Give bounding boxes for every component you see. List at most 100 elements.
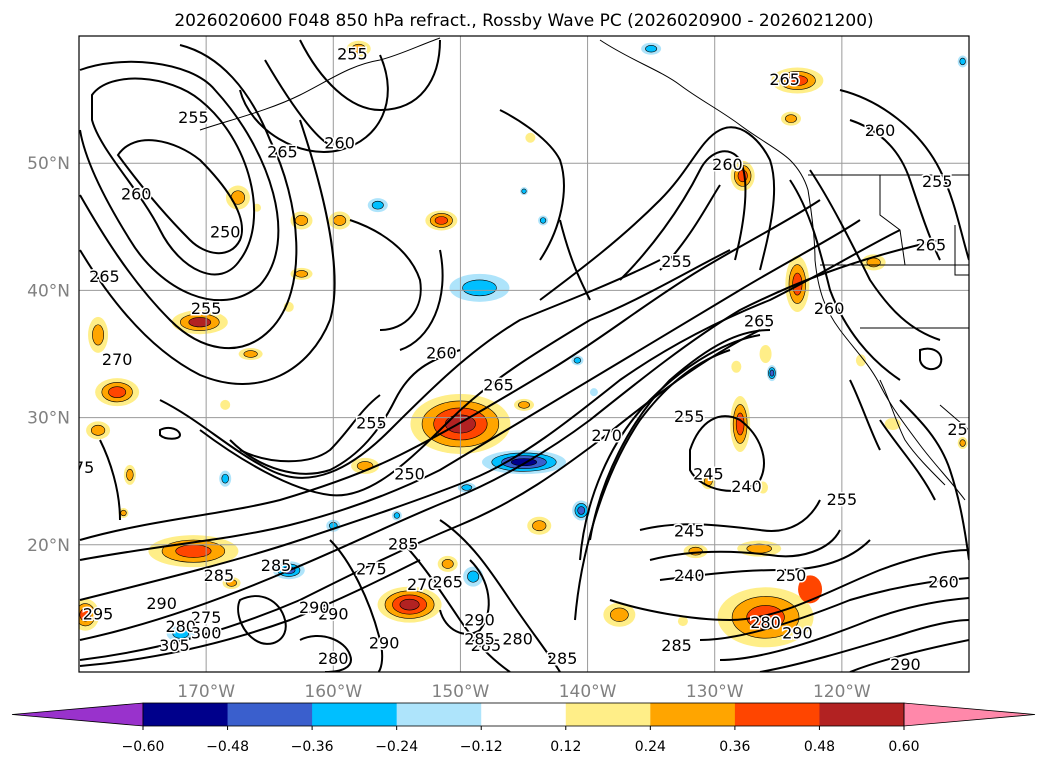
contour-line: [809, 169, 941, 341]
colorbar-tick-label: 0.24: [635, 739, 666, 755]
contour-label: 265: [483, 375, 514, 394]
contour-label: 245: [674, 522, 705, 541]
latitude-label: 50°N: [27, 154, 70, 174]
colorbar-segment: [565, 703, 651, 726]
contour-line: [579, 334, 761, 561]
contour-label: 285: [661, 636, 692, 655]
contour-line: [649, 529, 841, 561]
contour-label: 255: [337, 45, 368, 64]
contour-label: 260: [814, 299, 845, 318]
coastline: [879, 175, 906, 266]
contour-line: [849, 639, 969, 672]
shaded-anomaly: [731, 360, 742, 373]
longitude-label: 170°W: [177, 682, 235, 702]
contour-line: [659, 539, 871, 581]
contour-line: [919, 347, 943, 371]
colorbar-tick-label: −0.48: [206, 739, 249, 755]
shaded-anomaly: [645, 45, 658, 53]
latitude-labels: 50°N 40°N 30°N 20°N: [27, 154, 70, 556]
contour-line: [349, 219, 422, 331]
contour-label: 285: [388, 534, 419, 553]
contour-label: 265: [744, 312, 775, 331]
shaded-anomaly: [855, 354, 866, 367]
contour-label: 280: [318, 649, 349, 668]
contour-line: [159, 426, 182, 440]
contour-label: 290: [299, 598, 330, 617]
contour-line: [699, 577, 969, 641]
colorbar-tick-label: 0.12: [550, 739, 581, 755]
contour-line: [659, 184, 721, 271]
coastlines: [199, 37, 969, 501]
shaded-anomaly: [786, 75, 808, 86]
shaded-anomaly: [758, 481, 769, 494]
contour-label: 275: [191, 608, 222, 627]
contour-line: [559, 219, 591, 301]
shaded-anomaly: [120, 509, 127, 517]
contour-line: [539, 126, 776, 301]
shaded-anomaly: [735, 412, 745, 436]
contour-label: 275: [64, 458, 95, 477]
shaded-anomaly: [759, 345, 772, 363]
contour-line: [239, 394, 381, 463]
shaded-anomaly: [539, 217, 547, 224]
contour-label: 255: [947, 420, 978, 439]
colorbar-tick-label: 0.60: [888, 739, 919, 755]
contour-label: 290: [146, 594, 177, 613]
shaded-anomaly: [371, 200, 384, 210]
shaded-anomaly: [220, 399, 231, 410]
contour-label: 260: [121, 185, 152, 204]
shaded-anomaly: [221, 473, 229, 484]
contour-label: 285: [547, 649, 578, 668]
contour-label: 265: [432, 572, 463, 591]
shaded-anomaly: [959, 439, 966, 447]
colorbar-tick-label: 0.36: [719, 739, 750, 755]
contour-line: [789, 179, 901, 381]
contour-label: 255: [356, 413, 387, 432]
contour-line: [299, 39, 441, 112]
contour-line: [574, 349, 731, 621]
coastline: [199, 37, 441, 131]
coastline: [879, 379, 946, 486]
contour-line: [719, 597, 969, 661]
contour-label: 280: [750, 613, 781, 632]
contour-label: 295: [83, 604, 114, 623]
contour-line: [239, 54, 389, 153]
shaded-anomaly: [798, 575, 823, 604]
shaded-anomaly: [294, 215, 309, 226]
contour-label: 255: [178, 108, 209, 127]
contour-label: 290: [782, 623, 813, 642]
contour-label: 270: [102, 350, 133, 369]
shaded-anomaly: [90, 424, 106, 436]
contour-line: [899, 399, 969, 561]
contour-line: [91, 77, 256, 276]
colorbar-tick-label: −0.36: [291, 739, 334, 755]
contour-line: [499, 109, 565, 261]
shaded-anomaly: [518, 401, 530, 409]
contour-label: 240: [674, 566, 705, 585]
shaded-anomaly: [467, 570, 480, 583]
contour-label: 250: [394, 464, 425, 483]
contour-line: [116, 139, 243, 255]
colorbar-segment: [143, 703, 229, 726]
colorbar-frame: [142, 702, 905, 727]
contour-label: 280: [165, 617, 196, 636]
contour-label: 265: [769, 70, 800, 89]
contour-line: [439, 519, 561, 672]
contour-line: [79, 219, 861, 561]
contour-label: 265: [89, 267, 120, 286]
contour-label: 290: [890, 655, 921, 674]
contour-line: [689, 415, 765, 492]
colorbar-over-arrow: [903, 702, 1036, 727]
shaded-anomaly: [441, 559, 454, 569]
colorbar-segment: [481, 703, 567, 726]
shaded-anomaly: [434, 216, 448, 225]
colorbar-segment: [734, 703, 820, 726]
colorbar-segment: [227, 703, 313, 726]
colorbar: [11, 702, 1036, 727]
shaded-anomaly: [226, 579, 237, 587]
colorbar-segment: [312, 703, 398, 726]
colorbar-tick-label: −0.24: [375, 739, 418, 755]
map-frame: [78, 35, 970, 673]
contour-line: [79, 119, 336, 385]
latitude-label: 30°N: [27, 409, 70, 429]
